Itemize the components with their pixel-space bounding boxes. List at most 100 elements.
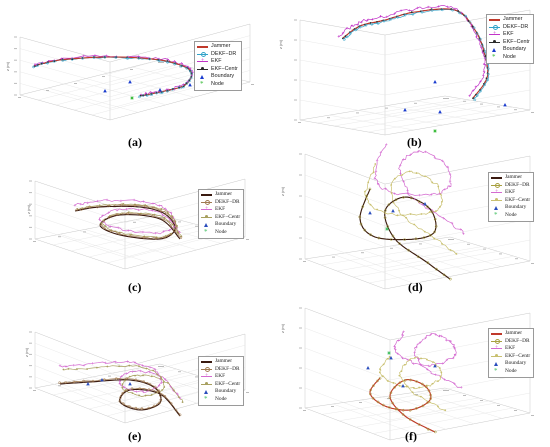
tick-label-mark — [361, 252, 364, 254]
series-ekf-marker — [441, 362, 445, 365]
series-dekf-dr-marker — [428, 234, 432, 237]
series-ekf-marker — [413, 197, 417, 201]
series-ekf-centr-marker — [482, 50, 485, 52]
axis-edge — [299, 9, 531, 36]
series-dekf-dr-line — [59, 378, 181, 416]
tick-label-mark — [294, 119, 297, 121]
legend-item-jammer: Jammer — [489, 16, 530, 24]
series-dekf-dr-marker — [382, 19, 386, 23]
series-ekf-marker — [169, 385, 172, 388]
legend: Jammer DEKF−DR + EKF EKF−Centr Boundary *… — [198, 189, 245, 239]
series-dekf-dr-marker — [383, 209, 387, 212]
series-ekf-marker — [415, 345, 418, 349]
tick-label-mark — [29, 365, 32, 367]
caption-a: (a) — [128, 135, 142, 149]
series-ekf-marker — [360, 20, 363, 24]
series-ekf-centr-marker — [420, 357, 422, 360]
tick-label-mark — [299, 367, 302, 369]
series-dekf-dr-marker — [188, 79, 191, 83]
legend-item-boundary: Boundary — [201, 221, 240, 229]
grid-line — [304, 216, 531, 248]
series-dekf-dr-marker — [420, 10, 424, 14]
tick-label-mark — [133, 370, 136, 372]
series-dekf-dr-marker — [417, 200, 421, 204]
series-ekf-centr-marker — [98, 204, 101, 207]
series-dekf-dr-marker — [401, 413, 405, 416]
series-ekf-marker — [399, 9, 403, 12]
series-ekf-marker — [137, 208, 140, 212]
series-ekf-centr-marker — [138, 365, 140, 368]
grid-line — [304, 237, 531, 269]
series-dekf-dr-marker — [377, 236, 381, 240]
series-dekf-dr-marker — [102, 226, 106, 230]
series-dekf-dr-marker — [365, 194, 368, 198]
series-ekf-centr-marker — [475, 93, 477, 96]
series-ekf-centr-marker — [134, 374, 136, 377]
boundary-marker — [86, 382, 90, 386]
grid-line — [367, 107, 514, 133]
series-ekf-marker — [462, 232, 465, 236]
tick-label-mark — [463, 395, 466, 396]
series-ekf-marker — [413, 351, 416, 354]
series-dekf-dr-marker — [173, 229, 176, 233]
grid-line — [304, 367, 531, 401]
series-dekf-dr-marker — [376, 400, 380, 404]
series-ekf-centr-marker — [392, 382, 395, 384]
series-dekf-dr-marker — [429, 397, 433, 400]
series-ekf-marker — [375, 159, 379, 162]
tick-label-mark — [451, 239, 454, 240]
legend-swatch-jammer — [201, 191, 212, 198]
series-dekf-dr-marker — [148, 382, 152, 386]
series-ekf-marker — [72, 363, 76, 367]
series-ekf-marker — [118, 379, 121, 383]
series-dekf-dr-marker — [163, 236, 166, 239]
series-ekf-centr-marker — [76, 368, 78, 370]
grid-line — [304, 347, 531, 381]
series-ekf-marker — [419, 363, 423, 367]
series-dekf-dr-marker — [92, 56, 96, 59]
series-dekf-dr-marker — [369, 233, 372, 237]
series-dekf-dr-marker — [40, 62, 43, 65]
series-ekf-marker — [180, 62, 183, 65]
series-ekf-centr-marker — [437, 185, 440, 188]
series-dekf-dr-marker — [378, 376, 382, 380]
legend-item-jammer: Jammer — [197, 43, 238, 51]
series-ekf-centr-marker — [424, 175, 426, 178]
tick-label-mark — [108, 226, 111, 228]
series-ekf-marker — [419, 363, 422, 366]
series-ekf-centr-marker — [150, 375, 153, 378]
legend-label: DEKF−DR — [505, 337, 530, 344]
series-ekf-centr-marker — [150, 394, 153, 396]
series-dekf-dr-marker — [475, 94, 479, 97]
series-ekf-marker — [443, 188, 447, 191]
series-dekf-dr-marker — [417, 423, 421, 426]
legend-item-node: * Node — [491, 368, 530, 376]
tick-label-mark — [446, 98, 449, 99]
series-dekf-dr-marker — [388, 396, 392, 400]
series-ekf-centr-marker — [372, 171, 375, 174]
series-dekf-dr-marker — [125, 377, 129, 380]
grid-line — [350, 104, 497, 130]
series-dekf-dr-marker — [133, 204, 137, 207]
series-dekf-dr-marker — [145, 94, 149, 97]
node-marker — [433, 129, 437, 133]
series-dekf-dr-marker — [32, 65, 35, 69]
series-ekf-centr-marker — [167, 381, 169, 384]
boundary-marker — [158, 88, 162, 92]
tick-label-mark — [294, 99, 297, 101]
series-ekf-centr-marker — [86, 368, 88, 370]
series-ekf-marker — [148, 366, 152, 369]
grid-line — [415, 100, 502, 116]
series-dekf-dr-marker — [486, 72, 490, 76]
grid-line — [320, 241, 467, 266]
tick-label-mark — [299, 174, 302, 176]
series-dekf-dr-marker — [142, 236, 146, 239]
series-dekf-dr-marker — [398, 381, 402, 385]
series-dekf-dr-marker — [150, 93, 153, 96]
series-ekf-centr-line — [63, 365, 183, 403]
series-dekf-dr-marker — [152, 404, 156, 408]
tick-label-mark — [299, 347, 302, 349]
series-ekf-marker — [173, 221, 176, 224]
series-dekf-dr-marker — [88, 205, 91, 209]
series-dekf-dr-marker — [395, 407, 399, 411]
